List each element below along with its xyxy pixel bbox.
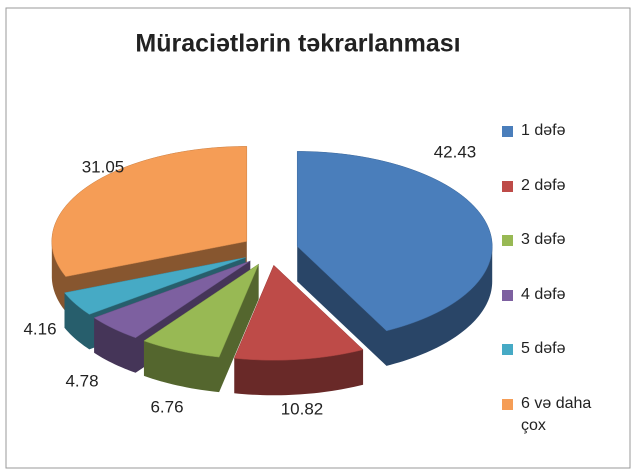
legend-item: 6 və daha çox [502,395,622,450]
legend-item: 4 dəfə [502,286,622,341]
legend-swatch [502,180,513,192]
data-label: 4.16 [23,319,56,338]
legend-label: 6 və daha çox [521,394,592,434]
legend-label: 4 dəfə [521,285,566,303]
legend-swatch [502,289,513,301]
legend-label: 1 dəfə [521,122,566,139]
slice [233,264,364,361]
slice [64,257,246,315]
legend-swatch [502,344,513,355]
legend-label: 2 dəfə [521,176,566,194]
legend: 1 dəfə 2 dəfə 3 dəfə 4 dəfə 5 dəfə 6 və daha … [502,122,622,449]
legend-label: 5 dəfə [521,340,566,357]
data-label: 31.05 [82,157,125,176]
slice [93,260,251,339]
chart-title: Müraciətlərin təkrarlanması [135,30,460,58]
legend-swatch [502,126,513,137]
slice [296,151,493,332]
slice [51,146,248,277]
data-label: 4.78 [65,371,98,390]
pie [51,146,493,396]
slice-side [94,260,251,373]
data-label: 42.43 [434,142,477,161]
legend-item: 1 dəfə [502,122,622,177]
legend-label: 3 dəfə [521,231,566,248]
data-label: 6.76 [150,397,183,416]
data-label: 10.82 [281,399,324,418]
legend-item: 2 dəfə [502,177,622,232]
slice [143,263,260,358]
legend-item: 5 dəfə [502,340,622,395]
legend-swatch [502,235,513,246]
legend-item: 3 dəfə [502,231,622,286]
legend-swatch [502,398,513,410]
